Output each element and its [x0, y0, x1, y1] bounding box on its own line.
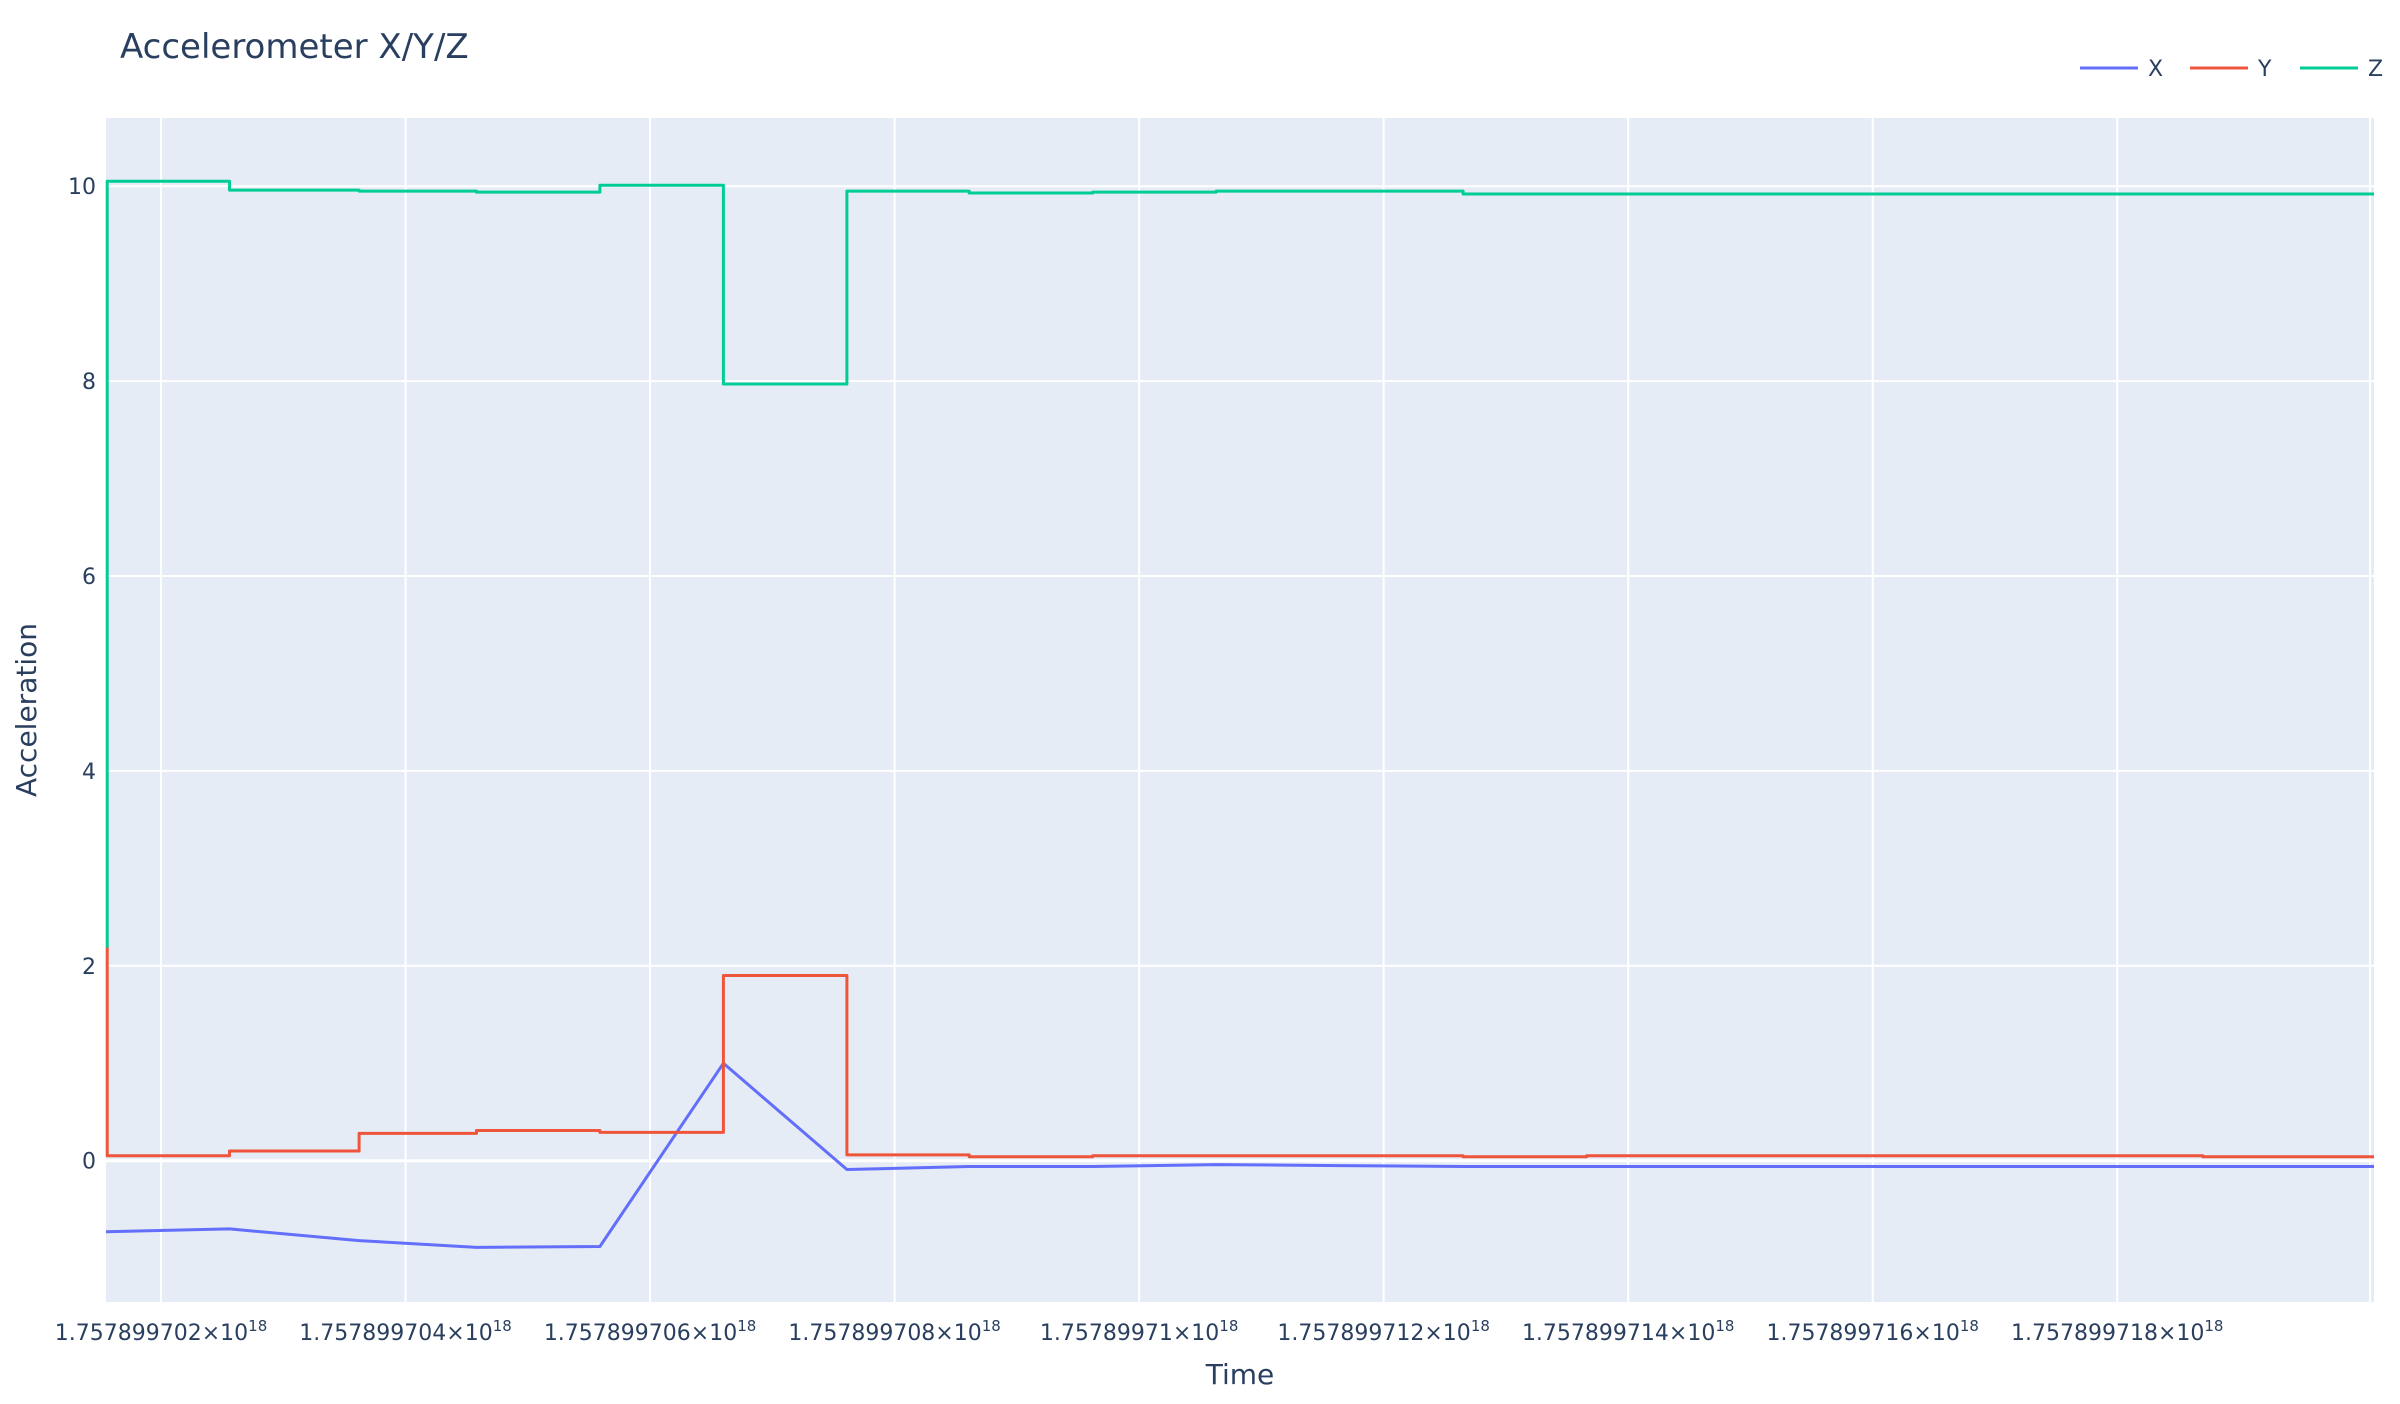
series-line-z [105, 179, 2374, 948]
y-tick-label: 4 [82, 760, 96, 785]
x-axis-ticks: 1.757899702×1018 1.757899704×1018 1.757899… [55, 1317, 2224, 1346]
series-line-y [105, 944, 2374, 1159]
x-tick-label: 1.757899718×1018 [2011, 1317, 2224, 1346]
x-tick-label: 1.757899712×1018 [1277, 1317, 1490, 1346]
x-axis-title: Time [1205, 1358, 1275, 1391]
y-axis-title: Acceleration [10, 623, 43, 797]
chart-title: Accelerometer X/Y/Z [120, 27, 469, 67]
x-tick-label: 1.757899714×1018 [1522, 1317, 1735, 1346]
legend: X Y Z [2080, 57, 2383, 82]
y-tick-label: 10 [68, 175, 96, 200]
x-tick-label: 1.757899704×1018 [299, 1317, 512, 1346]
legend-label-x: X [2148, 57, 2163, 82]
plot-area [106, 118, 2374, 1302]
y-tick-label: 2 [82, 955, 96, 980]
x-tick-label: 1.757899708×1018 [788, 1317, 1001, 1346]
x-tick-label: 1.75789971×1018 [1040, 1317, 1239, 1346]
x-tick-label: 1.757899716×1018 [1766, 1317, 1979, 1346]
series-line-x [105, 1061, 2374, 1249]
gridlines [106, 118, 2374, 1302]
series-layer [105, 179, 2374, 1249]
x-tick-label: 1.757899706×1018 [544, 1317, 757, 1346]
x-tick-label: 1.757899702×1018 [55, 1317, 267, 1346]
y-tick-label: 6 [82, 565, 96, 590]
y-tick-label: 8 [82, 370, 96, 395]
legend-label-y: Y [2257, 57, 2272, 82]
y-axis-ticks: 0 2 4 6 8 10 [68, 175, 96, 1174]
legend-label-z: Z [2368, 57, 2383, 82]
y-tick-label: 0 [82, 1150, 96, 1175]
